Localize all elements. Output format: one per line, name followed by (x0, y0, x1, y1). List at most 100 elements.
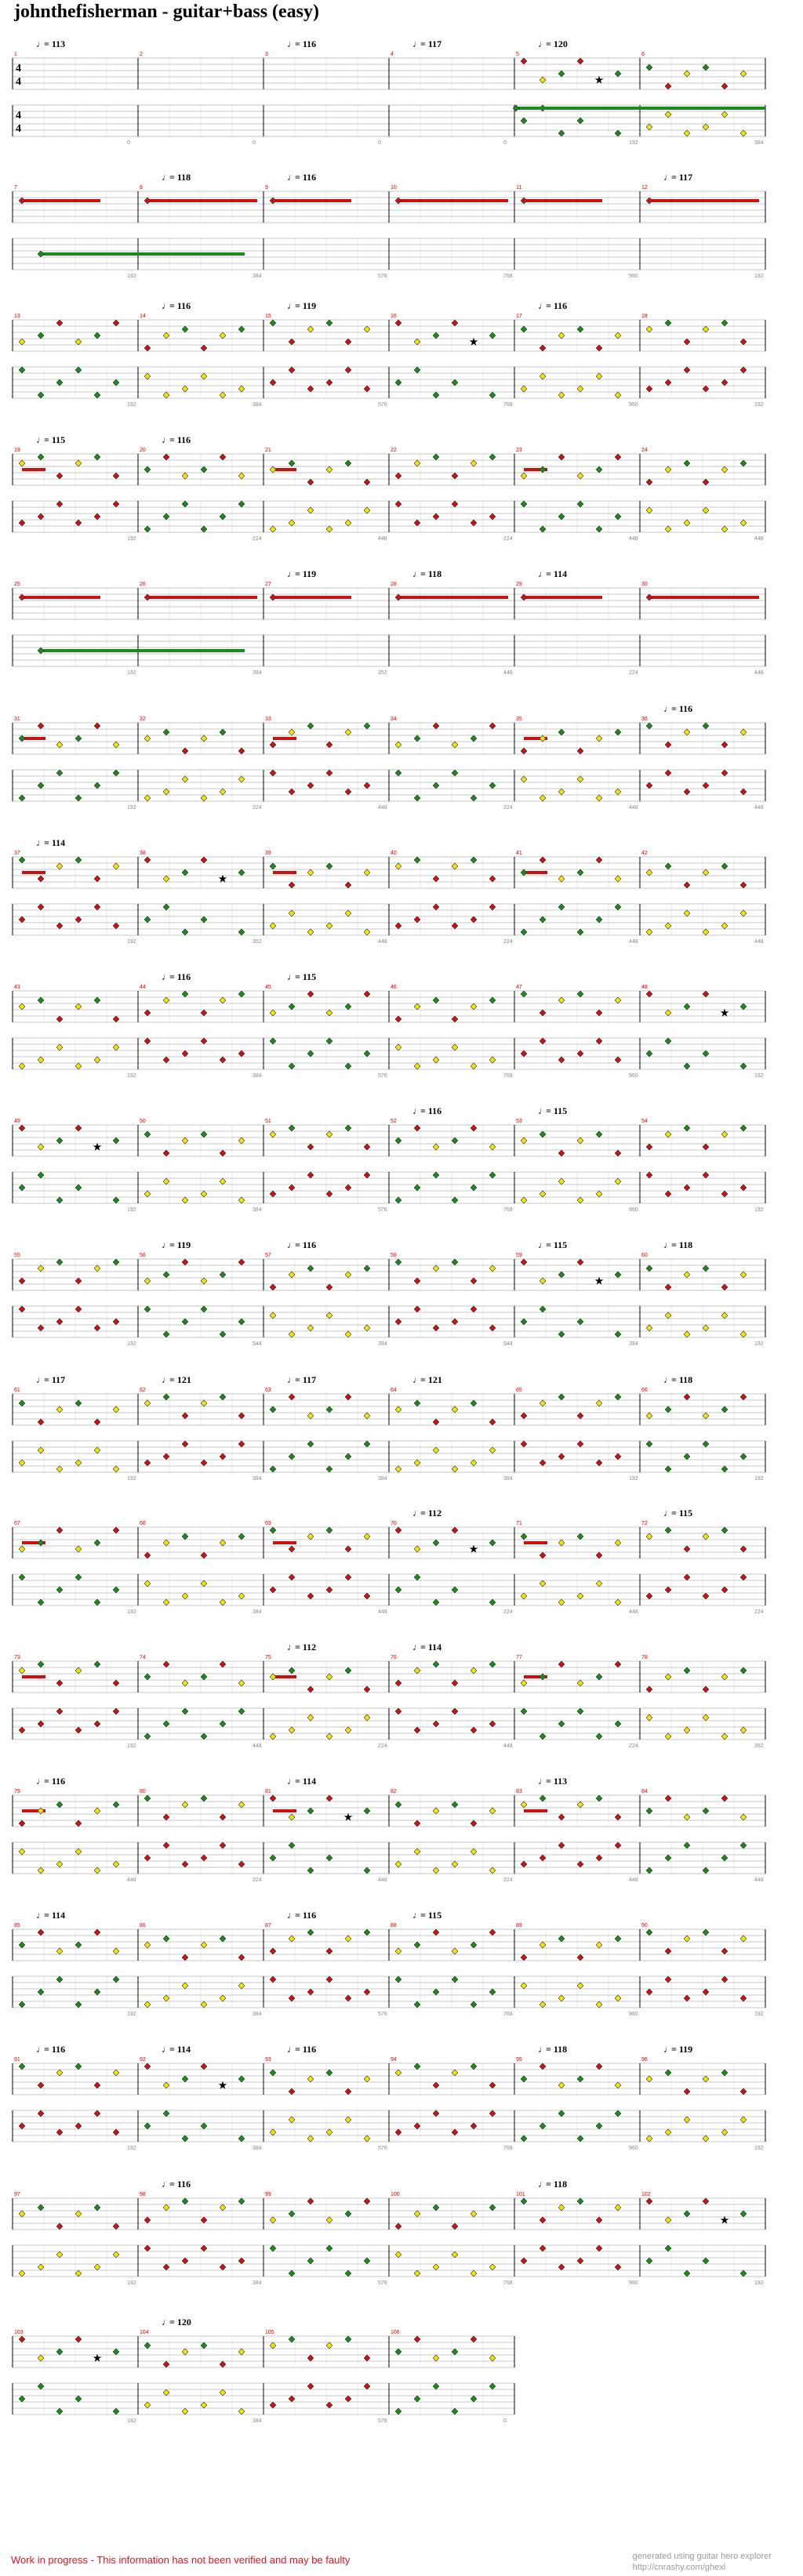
note-gem (432, 875, 440, 883)
note-gem (489, 2354, 496, 2362)
tempo-marking: = 118 (546, 2179, 567, 2190)
note-gem (162, 2204, 170, 2211)
note-gem (269, 2342, 277, 2349)
note-gem (37, 2382, 45, 2390)
note-gem (238, 472, 245, 480)
note-gem (683, 1841, 691, 1849)
note-gem (56, 862, 64, 870)
note-gem (325, 1947, 333, 1955)
note-gem (702, 506, 710, 514)
note-gem (200, 1580, 208, 1587)
credit-line-2[interactable]: http://cnrashy.com/ghexl (632, 2563, 726, 2572)
note-gem (394, 922, 402, 930)
note-gem (74, 1848, 82, 1856)
note-gem (307, 2354, 314, 2362)
measure-number: 43 (14, 985, 20, 990)
tick-label: 192 (127, 2012, 136, 2017)
tick-label: 768 (503, 2280, 513, 2286)
note-gem (162, 2081, 170, 2089)
tick-label: 384 (253, 2012, 262, 2017)
note-gem (739, 1271, 747, 1279)
measure-number: 31 (14, 717, 20, 722)
note-gem (520, 1533, 528, 1540)
note-gem (325, 2128, 333, 2136)
note-gem (539, 2216, 547, 2224)
note-gem (344, 2335, 352, 2343)
note-gem (558, 391, 565, 399)
note-gem (162, 1660, 170, 1668)
note-gem (470, 1459, 478, 1467)
note-gem (200, 1037, 208, 1045)
tempo-note-icon: ♩ (36, 1374, 45, 1385)
note-gem (558, 788, 565, 796)
note-gem (112, 2407, 120, 2415)
note-gem (219, 332, 227, 339)
note-gem (112, 1465, 120, 1473)
note-gem (288, 338, 296, 346)
note-gem (56, 1707, 64, 1715)
note-gem (739, 366, 747, 374)
measure-number: 15 (265, 314, 271, 319)
note-gem (37, 513, 45, 521)
note-gem (394, 2222, 402, 2230)
tempo-marking: = 120 (169, 2317, 191, 2327)
note-gem (144, 1305, 151, 1313)
note-gem (489, 1807, 496, 1815)
note-gem (470, 519, 478, 527)
tempo-note-icon: ♩ (663, 2044, 673, 2055)
note-gem (702, 2197, 710, 2205)
note-gem (595, 2001, 603, 2008)
note-gem (576, 385, 584, 393)
note-gem (93, 1720, 101, 1728)
measure-number: 44 (140, 985, 146, 990)
measure-number: 32 (140, 717, 146, 722)
note-gem (451, 1947, 459, 1955)
measure-number: 96 (641, 2057, 648, 2063)
note-gem (238, 2075, 245, 2083)
note-gem (702, 1050, 710, 1058)
measure-number: 9 (265, 185, 268, 190)
note-gem (18, 1459, 26, 1467)
tempo-marking: = 115 (546, 1239, 567, 1250)
note-gem (451, 862, 459, 870)
note-gem (307, 1264, 314, 1272)
note-gem (162, 332, 170, 339)
note-gem (200, 1190, 208, 1198)
measure-number: 88 (391, 1923, 397, 1928)
note-gem (37, 2263, 45, 2271)
note-gem (200, 2001, 208, 2008)
tempo-marking: = 117 (671, 172, 692, 183)
tick-label: 384 (253, 2280, 262, 2286)
note-gem (558, 1994, 565, 2002)
note-gem (269, 593, 277, 601)
note-gem (576, 1592, 584, 1600)
note-gem (93, 391, 101, 399)
note-gem (112, 2222, 120, 2230)
sustain-trail (524, 871, 547, 874)
note-gem (451, 1196, 459, 1204)
note-gem (344, 1453, 352, 1460)
note-gem (93, 2110, 101, 2117)
note-gem (470, 2210, 478, 2218)
measure-number: 50 (140, 1119, 146, 1124)
measure-number: 40 (391, 851, 397, 856)
note-gem (558, 332, 565, 339)
tempo-marking: = 119 (295, 568, 316, 579)
note-gem (645, 2197, 653, 2205)
note-gem (112, 1015, 120, 1023)
note-gem (219, 1393, 227, 1401)
measure-number: 92 (140, 2057, 146, 2063)
tempo-marking: = 116 (169, 300, 191, 311)
note-gem (307, 1807, 314, 1815)
note-gem (219, 1539, 227, 1547)
tick-label: 0 (503, 140, 507, 146)
measure-number: 42 (641, 851, 648, 856)
note-gem (269, 1130, 277, 1138)
measure-number: 37 (14, 851, 20, 856)
note-gem (200, 2216, 208, 2224)
note-gem (288, 2269, 296, 2277)
tick-label: 448 (378, 939, 387, 945)
tick-label: 768 (503, 274, 513, 279)
note-gem (181, 1954, 189, 1961)
note-gem (56, 1465, 64, 1473)
